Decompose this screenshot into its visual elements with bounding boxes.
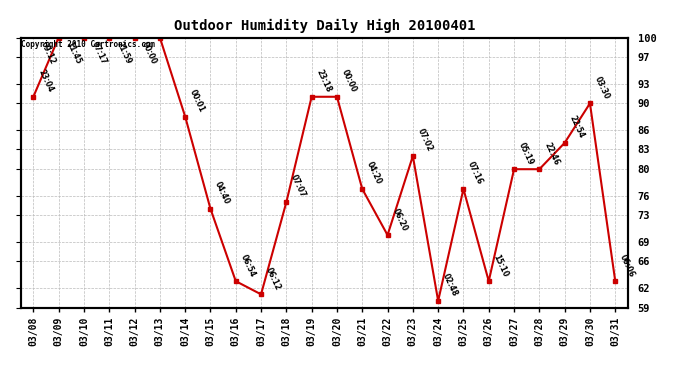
Text: 11:45: 11:45 (64, 40, 83, 66)
Text: 07:17: 07:17 (90, 40, 108, 66)
Text: 22:46: 22:46 (542, 141, 560, 166)
Text: 15:10: 15:10 (491, 253, 510, 278)
Text: 02:48: 02:48 (441, 272, 460, 298)
Text: 07:07: 07:07 (289, 174, 308, 200)
Text: 23:18: 23:18 (315, 68, 333, 94)
Text: 21:59: 21:59 (115, 40, 133, 66)
Text: 22:54: 22:54 (567, 114, 586, 140)
Text: Copyright 2010 Cartronics.com: Copyright 2010 Cartronics.com (21, 40, 155, 49)
Text: 23:04: 23:04 (36, 68, 55, 94)
Text: 05:19: 05:19 (517, 141, 535, 166)
Text: 00:00: 00:00 (339, 68, 358, 94)
Text: 07:02: 07:02 (415, 128, 434, 153)
Text: 06:54: 06:54 (239, 253, 257, 278)
Text: 07:16: 07:16 (466, 160, 484, 186)
Text: 09:12: 09:12 (39, 40, 57, 66)
Text: 04:20: 04:20 (365, 160, 384, 186)
Text: 06:12: 06:12 (264, 266, 282, 291)
Text: 06:20: 06:20 (391, 207, 408, 232)
Text: Outdoor Humidity Daily High 20100401: Outdoor Humidity Daily High 20100401 (174, 19, 475, 33)
Text: 00:01: 00:01 (188, 88, 206, 114)
Text: 06:06: 06:06 (618, 253, 636, 278)
Text: 04:40: 04:40 (213, 180, 232, 206)
Text: 03:30: 03:30 (593, 75, 611, 100)
Text: 00:00: 00:00 (140, 40, 159, 66)
